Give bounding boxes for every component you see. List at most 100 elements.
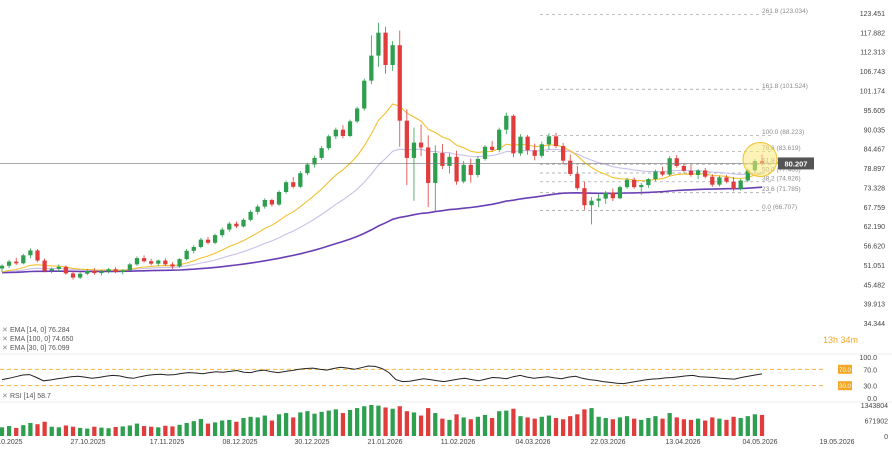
volume-bar bbox=[759, 414, 765, 436]
candle-body bbox=[639, 185, 644, 188]
volume-bar bbox=[461, 417, 466, 436]
price-tick-label: 62.190 bbox=[864, 224, 886, 231]
candle bbox=[106, 267, 111, 274]
price-tick-label: 56.620 bbox=[864, 244, 886, 251]
candle-body bbox=[276, 191, 282, 205]
price-tick-label: 95.605 bbox=[864, 108, 886, 115]
candle bbox=[120, 269, 125, 275]
price-tick-label: 90.035 bbox=[864, 127, 886, 134]
candle bbox=[639, 182, 644, 195]
candle-body bbox=[738, 180, 743, 189]
candle bbox=[525, 134, 530, 155]
volume-bar bbox=[326, 410, 331, 436]
volume-bar bbox=[141, 426, 147, 436]
candle bbox=[532, 143, 537, 161]
candle bbox=[383, 26, 388, 74]
legend-item-ema100[interactable]: ✕ EMA [100, 0] 74.650 bbox=[2, 335, 73, 344]
date-tick-label: 11.02.2026 bbox=[441, 439, 476, 446]
candle-body bbox=[475, 158, 481, 175]
candle-body bbox=[291, 182, 296, 187]
candle bbox=[489, 140, 495, 152]
volume-bar bbox=[440, 418, 445, 436]
candle bbox=[546, 133, 552, 150]
candle-body bbox=[482, 146, 488, 159]
volume-bar bbox=[390, 408, 395, 436]
candle-body bbox=[404, 120, 409, 158]
candle bbox=[283, 180, 289, 194]
eye-off-icon[interactable]: ✕ bbox=[2, 336, 8, 343]
volume-bar bbox=[92, 426, 97, 436]
candle-body bbox=[170, 264, 175, 267]
volume-bar bbox=[646, 418, 651, 436]
candle-body bbox=[525, 136, 530, 151]
price-tick-label: 101.174 bbox=[860, 89, 885, 96]
volume-bar bbox=[610, 419, 615, 436]
current-price-tag bbox=[778, 157, 814, 170]
volume-bar bbox=[383, 407, 388, 436]
candle bbox=[553, 132, 559, 149]
candle bbox=[539, 141, 544, 158]
candle bbox=[262, 198, 267, 209]
candle-body bbox=[731, 181, 736, 189]
legend-item-label: EMA [100, 0] 74.650 bbox=[10, 336, 74, 343]
date-tick-label: 27.10.2025 bbox=[70, 439, 105, 446]
volume-bar bbox=[411, 412, 417, 436]
candle bbox=[333, 127, 338, 140]
candle bbox=[482, 145, 488, 161]
candle-body bbox=[575, 173, 580, 189]
candle-body bbox=[312, 157, 317, 165]
legend-item-rsi[interactable]: ✕ RSI [14] 58.7 bbox=[2, 392, 51, 401]
candle bbox=[248, 210, 253, 222]
volume-bar bbox=[724, 419, 729, 436]
volume-bar bbox=[546, 415, 552, 436]
volume-bar bbox=[227, 419, 232, 436]
fibonacci-retracement-layer: 261.8 (123.034) 161.8 (101.524) 100.0 (88.… bbox=[540, 8, 808, 211]
volume-bar bbox=[752, 414, 758, 436]
candle-body bbox=[156, 260, 161, 264]
volume-bar bbox=[170, 426, 175, 436]
volume-bar bbox=[191, 421, 196, 436]
candle bbox=[624, 177, 630, 189]
legend-item-ema30[interactable]: ✕ EMA [30, 0] 76.099 bbox=[2, 344, 73, 353]
volume-bar bbox=[745, 416, 750, 436]
eye-off-icon[interactable]: ✕ bbox=[2, 345, 8, 352]
legend-item-label: EMA [14, 0] 76.284 bbox=[10, 327, 70, 334]
candle-body bbox=[333, 129, 338, 137]
legend-item-ema14[interactable]: ✕ EMA [14, 0] 76.284 bbox=[2, 326, 73, 335]
candle bbox=[710, 174, 715, 187]
candle bbox=[0, 264, 5, 273]
rsi-tick-label: 30.0 bbox=[863, 384, 877, 391]
candle bbox=[717, 175, 722, 187]
candle-body bbox=[646, 179, 651, 186]
fib-level-label: 161.8 (101.524) bbox=[762, 83, 808, 90]
volume-bar bbox=[596, 416, 601, 436]
volume-bar bbox=[475, 416, 481, 436]
candle bbox=[227, 221, 232, 232]
volume-bar bbox=[447, 419, 452, 436]
volume-bar bbox=[220, 420, 225, 436]
volume-bar bbox=[553, 418, 559, 436]
candle bbox=[518, 134, 523, 156]
candle-body bbox=[220, 229, 225, 236]
candle bbox=[113, 267, 118, 274]
candlestick-layer[interactable] bbox=[0, 22, 765, 280]
candle bbox=[610, 188, 615, 202]
candle bbox=[646, 178, 651, 188]
volume-bar bbox=[14, 427, 19, 436]
candle bbox=[724, 174, 729, 184]
eye-off-icon[interactable]: ✕ bbox=[2, 393, 8, 400]
candle bbox=[21, 253, 26, 265]
volume-bar bbox=[504, 410, 509, 436]
candle-body bbox=[63, 266, 69, 274]
candle-body bbox=[78, 273, 83, 278]
candle-body bbox=[582, 188, 587, 206]
candle bbox=[163, 258, 168, 266]
candle bbox=[589, 197, 594, 225]
volume-tick-label: 1343804 bbox=[861, 403, 888, 410]
volume-bar bbox=[312, 413, 317, 436]
rsi-legend: ✕ RSI [14] 58.7 bbox=[2, 392, 51, 401]
eye-off-icon[interactable]: ✕ bbox=[2, 327, 8, 334]
volume-bar bbox=[454, 414, 459, 436]
